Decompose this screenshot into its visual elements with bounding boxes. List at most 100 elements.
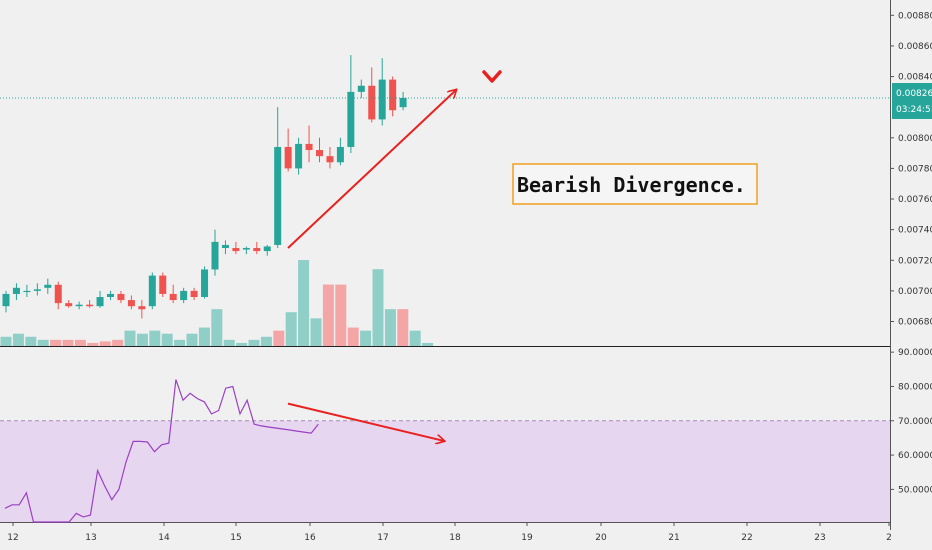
annotation-note-text: Bearish Divergence. bbox=[517, 173, 746, 197]
price-tick-label: 0.00760 bbox=[898, 195, 932, 205]
current-price-badge: 0.00826 03:24:51 bbox=[892, 83, 932, 119]
time-tick-label: 12 bbox=[7, 533, 18, 543]
volume-bar bbox=[211, 309, 223, 346]
time-tick-label: 13 bbox=[85, 533, 96, 543]
candle-body bbox=[378, 79, 386, 120]
time-tick-label: 23 bbox=[814, 533, 825, 543]
candle-body bbox=[75, 304, 83, 307]
rsi-divergence-arrow bbox=[287, 402, 444, 441]
volume-bar bbox=[62, 339, 74, 346]
volume-bar bbox=[198, 327, 210, 346]
candle-body bbox=[2, 293, 10, 307]
price-tick-label: 0.00880 bbox=[898, 11, 932, 21]
candle-body bbox=[253, 248, 261, 252]
volume-bar bbox=[273, 330, 285, 346]
volume-bar bbox=[149, 330, 161, 346]
candle-body bbox=[117, 293, 125, 301]
candle-body bbox=[190, 290, 198, 298]
volume-bar bbox=[0, 336, 12, 346]
volume-bar bbox=[347, 327, 359, 346]
candle-body bbox=[23, 290, 31, 293]
candle-body bbox=[148, 275, 156, 307]
candle-body bbox=[347, 91, 355, 147]
time-tick-label: 19 bbox=[521, 533, 533, 543]
rsi-axis: 90.0000 80.0000 70.0000 60.0000 50.0000 bbox=[890, 348, 932, 495]
candle-body bbox=[295, 143, 303, 169]
time-tick-label: 16 bbox=[304, 533, 316, 543]
volume-bar bbox=[74, 339, 86, 346]
candle-body bbox=[159, 275, 167, 294]
candle-body bbox=[180, 290, 188, 301]
time-tick-label: 17 bbox=[377, 533, 388, 543]
volume-bar bbox=[360, 330, 372, 346]
price-tick-label: 0.00720 bbox=[898, 256, 932, 266]
candle-body bbox=[86, 304, 94, 307]
candle-body bbox=[138, 306, 146, 310]
price-tick-label: 0.00700 bbox=[898, 287, 932, 297]
chevron-down-icon bbox=[482, 70, 502, 83]
candle-body bbox=[12, 287, 20, 294]
candle-body bbox=[201, 269, 209, 298]
volume-bar bbox=[112, 339, 124, 346]
candle-body bbox=[399, 97, 407, 108]
rsi-band bbox=[0, 420, 890, 522]
volume-bar bbox=[186, 333, 198, 346]
time-tick-label: 2 bbox=[886, 533, 892, 543]
volume-bar bbox=[260, 336, 272, 346]
volume-bar bbox=[298, 260, 310, 346]
volume-bar bbox=[124, 330, 136, 346]
volume-bar bbox=[409, 330, 421, 346]
volume-bar bbox=[384, 309, 396, 346]
candle-body bbox=[242, 248, 250, 250]
candle-body bbox=[107, 293, 114, 298]
candle-body bbox=[44, 284, 52, 288]
rsi-tick-label: 90.0000 bbox=[898, 348, 932, 358]
volume-bar bbox=[397, 309, 409, 346]
candle-body bbox=[96, 297, 104, 307]
price-axis: 0.00680 0.00700 0.00720 0.00740 0.00760 0.007… bbox=[890, 11, 932, 328]
volume-bar bbox=[422, 342, 434, 346]
volume-bar bbox=[136, 333, 148, 346]
rsi-tick-label: 70.0000 bbox=[898, 417, 932, 427]
volume-bar bbox=[50, 339, 62, 346]
candle-body bbox=[263, 246, 271, 252]
annotation-note-box bbox=[512, 163, 758, 205]
candle-body bbox=[284, 146, 292, 169]
candle-body bbox=[336, 146, 344, 163]
price-trend-arrow bbox=[287, 90, 456, 249]
volume-bar bbox=[236, 342, 248, 346]
candle-body bbox=[305, 143, 313, 151]
price-tick-label: 0.00840 bbox=[898, 73, 932, 83]
price-tick-label: 0.00780 bbox=[898, 164, 932, 174]
current-price-label: 0.00826 bbox=[896, 89, 932, 99]
time-tick-label: 21 bbox=[668, 533, 679, 543]
countdown-label: 03:24:51 bbox=[896, 105, 932, 115]
volume-bar bbox=[12, 333, 24, 346]
volume-bar bbox=[161, 333, 173, 346]
volume-bars bbox=[0, 260, 434, 346]
rsi-tick-label: 80.0000 bbox=[898, 382, 932, 392]
volume-bar bbox=[285, 312, 297, 346]
volume-bar bbox=[87, 342, 99, 346]
rsi-line bbox=[4, 379, 319, 523]
candle-body bbox=[169, 293, 177, 301]
candle-body bbox=[54, 284, 62, 304]
price-tick-label: 0.00740 bbox=[898, 226, 932, 236]
time-tick-label: 20 bbox=[595, 533, 607, 543]
candle-body bbox=[33, 289, 41, 291]
candle-body bbox=[65, 303, 73, 307]
candle-body bbox=[326, 156, 334, 163]
time-axis: 12 13 14 15 16 17 18 19 20 21 22 23 2 bbox=[7, 522, 892, 543]
candle-body bbox=[368, 85, 376, 120]
price-tick-label: 0.00860 bbox=[898, 42, 932, 52]
time-tick-label: 15 bbox=[230, 533, 241, 543]
time-tick-label: 18 bbox=[449, 533, 461, 543]
volume-bar bbox=[223, 339, 235, 346]
volume-bar bbox=[25, 336, 37, 346]
candle-body bbox=[211, 241, 219, 270]
candle-body bbox=[232, 248, 240, 252]
time-tick-label: 22 bbox=[741, 533, 752, 543]
candle-body bbox=[274, 146, 282, 245]
volume-bar bbox=[322, 284, 334, 346]
